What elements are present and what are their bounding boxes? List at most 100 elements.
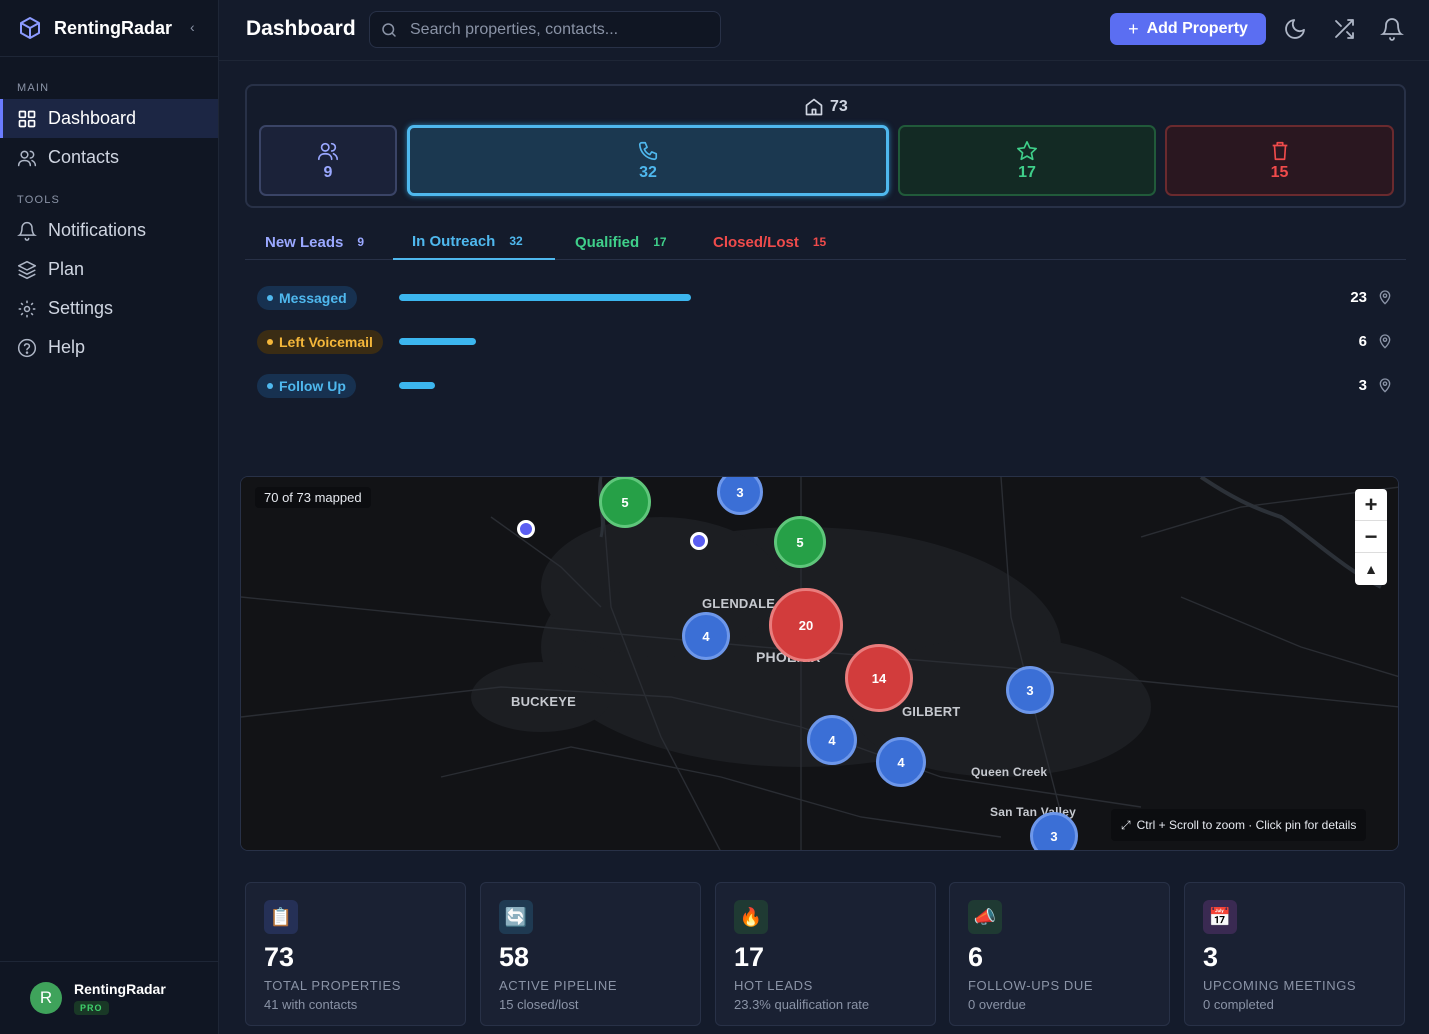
stat-value: 17 bbox=[734, 942, 765, 972]
stat-card-hot-leads[interactable]: 🔥 17 HOT LEADS 23.3% qualification rate bbox=[715, 882, 936, 1026]
map-pin[interactable] bbox=[690, 532, 708, 550]
map-cluster[interactable]: 20 bbox=[769, 588, 843, 662]
map-cluster[interactable]: 5 bbox=[774, 516, 826, 568]
stage-card-closed-lost[interactable]: 15 bbox=[1165, 125, 1394, 196]
search-icon bbox=[382, 22, 396, 37]
avatar: R bbox=[30, 982, 62, 1014]
property-map[interactable]: 70 of 73 mapped GLENDALE PHOENIX BUCKEYE… bbox=[240, 476, 1399, 851]
stat-value: 73 bbox=[264, 942, 295, 972]
stat-label: TOTAL PROPERTIES bbox=[264, 978, 401, 993]
status-dot bbox=[267, 383, 273, 389]
map-pin-icon[interactable] bbox=[1377, 376, 1393, 394]
stat-value: 3 bbox=[1203, 942, 1219, 972]
sidebar-item-label: Notifications bbox=[48, 220, 147, 240]
map-cluster[interactable]: 4 bbox=[682, 612, 730, 660]
sidebar-item-notifications[interactable]: Notifications bbox=[0, 211, 218, 250]
phone-icon bbox=[638, 141, 658, 160]
map-cluster[interactable]: 4 bbox=[876, 737, 926, 787]
page-title: Dashboard bbox=[246, 17, 356, 40]
add-property-button[interactable]: + Add Property bbox=[1110, 13, 1266, 45]
stat-label: HOT LEADS bbox=[734, 978, 813, 993]
map-cluster[interactable]: 4 bbox=[807, 715, 857, 765]
stat-card-total-properties[interactable]: 📋 73 TOTAL PROPERTIES 41 with contacts bbox=[245, 882, 466, 1026]
stage-card-qualified[interactable]: 17 bbox=[898, 125, 1156, 196]
map-cluster[interactable]: 3 bbox=[1006, 666, 1054, 714]
map-cluster[interactable]: 3 bbox=[1030, 812, 1078, 850]
status-pill: Left Voicemail bbox=[257, 330, 383, 354]
help-icon bbox=[17, 338, 37, 357]
tab-closed-lost[interactable]: Closed/Lost 15 bbox=[693, 224, 846, 260]
status-dot bbox=[267, 339, 273, 345]
progress-bar bbox=[399, 294, 691, 301]
section-label-tools: TOOLS bbox=[17, 194, 61, 206]
megaphone-icon: 📣 bbox=[968, 900, 1002, 934]
cube-logo-icon bbox=[20, 17, 40, 39]
zoom-in-button[interactable]: + bbox=[1355, 489, 1387, 521]
trash-icon bbox=[1272, 141, 1287, 160]
city-label-glendale: GLENDALE bbox=[702, 596, 776, 611]
row-count: 3 bbox=[1358, 377, 1367, 394]
zoom-out-button[interactable]: − bbox=[1355, 521, 1387, 553]
stat-label: ACTIVE PIPELINE bbox=[499, 978, 618, 993]
map-hint-text: Ctrl + Scroll to zoom · Click pin for de… bbox=[1136, 818, 1357, 832]
map-cluster[interactable]: 3 bbox=[717, 477, 763, 515]
map-hint: ⤢ Ctrl + Scroll to zoom · Click pin for … bbox=[1111, 809, 1367, 841]
clipboard-icon: 📋 bbox=[264, 900, 298, 934]
outreach-row-messaged[interactable]: Messaged 23 bbox=[257, 284, 1397, 312]
map-cluster[interactable]: 14 bbox=[845, 644, 913, 712]
stage-count: 32 bbox=[639, 163, 657, 181]
stage-count: 17 bbox=[1018, 163, 1036, 181]
total-count: 73 bbox=[830, 98, 848, 115]
tab-qualified[interactable]: Qualified 17 bbox=[555, 224, 687, 260]
outreach-row-follow-up[interactable]: Follow Up 3 bbox=[257, 372, 1397, 400]
tab-count: 9 bbox=[357, 235, 365, 249]
section-label-main: MAIN bbox=[17, 82, 50, 94]
stat-card-follow-ups-due[interactable]: 📣 6 FOLLOW-UPS DUE 0 overdue bbox=[949, 882, 1170, 1026]
top-bar: Dashboard + Add Property bbox=[219, 0, 1429, 61]
map-pin-icon[interactable] bbox=[1377, 332, 1393, 350]
map-pin-icon[interactable] bbox=[1377, 288, 1393, 306]
bell-icon bbox=[17, 221, 37, 241]
tab-new-leads[interactable]: New Leads 9 bbox=[245, 224, 384, 260]
sidebar-item-help[interactable]: Help bbox=[0, 328, 218, 367]
status-pill: Follow Up bbox=[257, 374, 356, 398]
compass-button[interactable]: ▲ bbox=[1364, 561, 1378, 577]
search-input[interactable] bbox=[410, 20, 710, 39]
zoom-controls: + − ▲ bbox=[1355, 489, 1387, 585]
brand[interactable]: RentingRadar ‹ bbox=[0, 0, 218, 57]
stat-label: UPCOMING MEETINGS bbox=[1203, 978, 1357, 993]
tab-in-outreach[interactable]: In Outreach 32 bbox=[393, 224, 555, 260]
outreach-row-left-voicemail[interactable]: Left Voicemail 6 bbox=[257, 328, 1397, 356]
map-pin[interactable] bbox=[517, 520, 535, 538]
stage-card-in-outreach[interactable]: 32 bbox=[407, 125, 889, 196]
brand-name: RentingRadar bbox=[54, 17, 173, 38]
sidebar-item-label: Contacts bbox=[48, 147, 120, 167]
user-profile[interactable]: R RentingRadar PRO bbox=[0, 961, 219, 1034]
stat-card-upcoming-meetings[interactable]: 📅 3 UPCOMING MEETINGS 0 completed bbox=[1184, 882, 1405, 1026]
chevron-left-icon[interactable]: ‹ bbox=[190, 19, 195, 35]
stage-card-new-leads[interactable]: 9 bbox=[259, 125, 397, 196]
gear-icon bbox=[18, 300, 36, 317]
moon-icon[interactable] bbox=[1283, 17, 1307, 41]
search-box[interactable] bbox=[369, 11, 721, 48]
progress-bar bbox=[399, 338, 476, 345]
tab-count: 32 bbox=[509, 234, 523, 248]
sidebar-item-settings[interactable]: Settings bbox=[0, 289, 218, 328]
sidebar-item-label: Plan bbox=[48, 259, 85, 279]
mapped-count-label: 70 of 73 mapped bbox=[255, 487, 371, 508]
stat-card-active-pipeline[interactable]: 🔄 58 ACTIVE PIPELINE 15 closed/lost bbox=[480, 882, 701, 1026]
sidebar-item-contacts[interactable]: Contacts bbox=[0, 138, 218, 177]
stat-sub: 0 completed bbox=[1203, 997, 1274, 1012]
sidebar-item-plan[interactable]: Plan bbox=[0, 250, 218, 289]
shuffle-icon[interactable] bbox=[1332, 17, 1356, 41]
tab-label: In Outreach bbox=[412, 232, 496, 250]
layers-icon bbox=[17, 260, 37, 279]
status-label: Left Voicemail bbox=[279, 334, 373, 350]
grid-icon bbox=[18, 110, 36, 127]
tab-label: Closed/Lost bbox=[713, 233, 799, 251]
tab-count: 15 bbox=[812, 235, 827, 249]
bell-icon[interactable] bbox=[1380, 17, 1404, 41]
sidebar-item-dashboard[interactable]: Dashboard bbox=[0, 99, 218, 138]
house-icon bbox=[805, 98, 823, 116]
map-cluster[interactable]: 5 bbox=[599, 477, 651, 528]
